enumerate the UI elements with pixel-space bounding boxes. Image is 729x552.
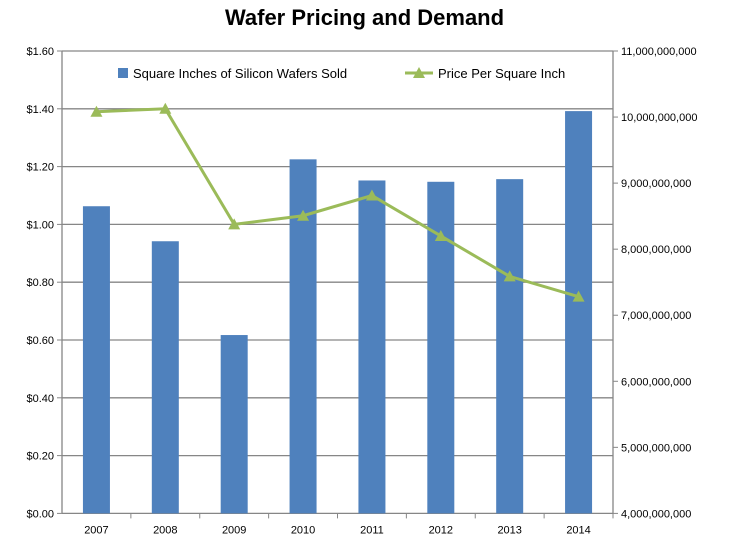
price-marker-2012 xyxy=(434,229,447,241)
legend-bar-swatch xyxy=(118,68,128,78)
bar-2009 xyxy=(220,335,248,514)
right-tick-label: 10,000,000,000 xyxy=(621,112,697,124)
x-tick-label: 2012 xyxy=(429,524,453,536)
price-marker-2013 xyxy=(503,270,516,282)
right-tick-label: 5,000,000,000 xyxy=(621,442,691,454)
bar-2008 xyxy=(151,241,179,514)
right-tick-label: 4,000,000,000 xyxy=(621,508,691,520)
chart-title: Wafer Pricing and Demand xyxy=(224,5,505,30)
bar-2013 xyxy=(496,179,524,514)
price-marker-2014 xyxy=(572,290,585,302)
legend-bar-label: Square Inches of Silicon Wafers Sold xyxy=(133,66,347,81)
bar-2007 xyxy=(82,206,110,514)
x-tick-label: 2011 xyxy=(360,524,384,536)
left-tick-label: $0.20 xyxy=(26,451,54,463)
x-tick-label: 2013 xyxy=(497,524,521,536)
right-tick-label: 11,000,000,000 xyxy=(621,46,697,58)
price-marker-2011 xyxy=(365,189,378,201)
price-marker-2008 xyxy=(159,102,172,114)
price-marker-2009 xyxy=(228,218,241,230)
right-tick-label: 7,000,000,000 xyxy=(621,310,691,322)
legend-line-marker xyxy=(413,67,425,78)
right-tick-label: 6,000,000,000 xyxy=(621,376,691,388)
x-tick-label: 2008 xyxy=(153,524,177,536)
x-tick-label: 2014 xyxy=(566,524,590,536)
left-tick-label: $1.60 xyxy=(26,46,54,58)
left-tick-label: $1.40 xyxy=(26,104,54,116)
right-tick-label: 8,000,000,000 xyxy=(621,244,691,256)
bar-2011 xyxy=(358,180,386,514)
left-tick-label: $1.00 xyxy=(26,219,54,231)
x-tick-label: 2010 xyxy=(291,524,315,536)
bar-2014 xyxy=(565,111,593,514)
legend-line-label: Price Per Square Inch xyxy=(438,66,565,81)
x-tick-label: 2009 xyxy=(222,524,246,536)
left-tick-label: $0.80 xyxy=(26,277,54,289)
price-line xyxy=(96,107,579,299)
left-tick-label: $1.20 xyxy=(26,162,54,174)
left-tick-label: $0.00 xyxy=(26,508,54,520)
left-tick-label: $0.60 xyxy=(26,335,54,347)
x-tick-label: 2007 xyxy=(84,524,108,536)
left-tick-label: $0.40 xyxy=(26,393,54,405)
right-tick-label: 9,000,000,000 xyxy=(621,178,691,190)
price-marker-2007 xyxy=(90,105,103,117)
price-marker-2010 xyxy=(297,209,310,221)
